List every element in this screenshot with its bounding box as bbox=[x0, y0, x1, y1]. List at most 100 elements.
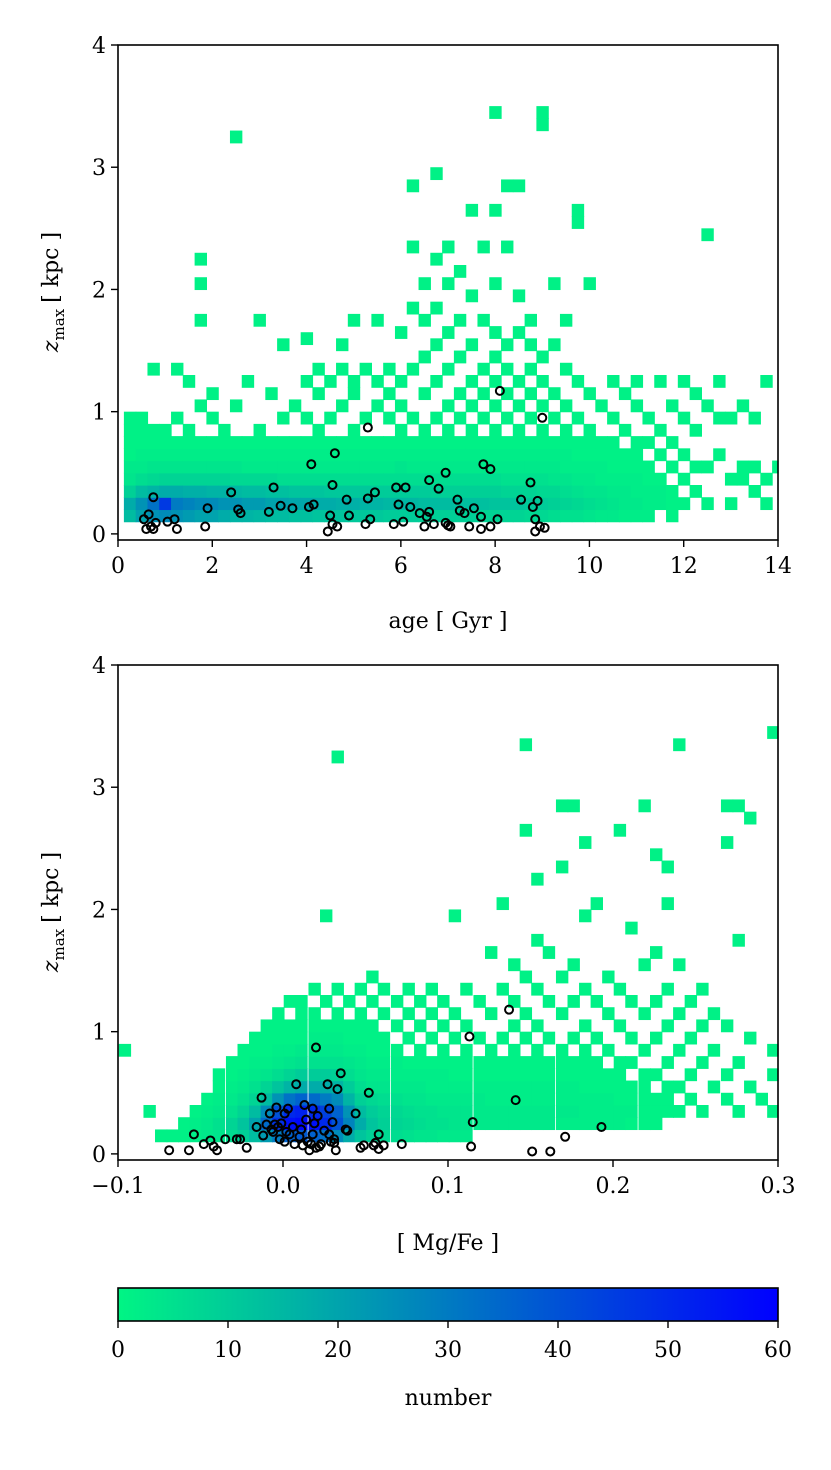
age-sample-points bbox=[138, 385, 550, 537]
age-heatmap-cell bbox=[406, 179, 420, 193]
mgfe-heatmap-cell bbox=[613, 1056, 627, 1069]
mgfe-data-point bbox=[301, 1114, 312, 1125]
age-heatmap-cell bbox=[536, 460, 549, 474]
age-heatmap-cell bbox=[312, 509, 325, 523]
age-heatmap-cell bbox=[489, 106, 502, 119]
age-data-point bbox=[424, 506, 435, 517]
age-data-point bbox=[494, 385, 505, 396]
mgfe-heatmap-cell bbox=[366, 995, 379, 1008]
age-heatmap-cell bbox=[371, 448, 384, 462]
age-data-point bbox=[362, 422, 373, 433]
age-heatmap-cell bbox=[489, 326, 502, 339]
mgfe-heatmap-cell bbox=[555, 970, 569, 984]
age-heatmap-cell bbox=[359, 472, 372, 486]
age-data-point bbox=[329, 448, 340, 459]
age-heatmap-cell bbox=[324, 460, 337, 474]
mgfe-data-point bbox=[315, 1139, 326, 1150]
age-heatmap-cell bbox=[571, 203, 585, 217]
age-data-point bbox=[369, 487, 380, 498]
mgfe-data-point bbox=[307, 1129, 318, 1140]
age-heatmap-cell bbox=[336, 472, 349, 486]
age-heatmap-cell bbox=[406, 301, 420, 315]
age-heatmap-cell bbox=[312, 485, 325, 498]
mgfe-data-point bbox=[327, 1117, 338, 1128]
mgfe-heatmap-cell bbox=[366, 1019, 379, 1033]
age-data-point bbox=[478, 459, 489, 470]
mgfe-heatmap-cell bbox=[390, 1080, 404, 1094]
colorbar-tick-label: 10 bbox=[214, 1338, 242, 1363]
mgfe-heatmap-cell bbox=[661, 1080, 674, 1094]
mgfe-heatmap-cell bbox=[331, 1092, 344, 1106]
mgfe-heatmap-cell bbox=[485, 1105, 498, 1118]
age-data-point bbox=[433, 483, 444, 494]
age-heatmap-cell bbox=[724, 472, 738, 486]
age-heatmap-cell bbox=[559, 313, 573, 327]
mgfe-heatmap-cell bbox=[531, 1068, 544, 1082]
mgfe-data-point bbox=[350, 1108, 361, 1119]
age-heatmap-cell bbox=[501, 460, 514, 474]
age-heatmap-cell bbox=[229, 472, 243, 486]
age-heatmap-cell bbox=[571, 411, 585, 425]
mgfe-heatmap-cell bbox=[650, 1117, 663, 1131]
mgfe-heatmap-cell bbox=[437, 1019, 450, 1033]
age-heatmap-cell bbox=[206, 497, 219, 511]
mgfe-heatmap-cell bbox=[437, 1068, 450, 1082]
age-heatmap-cell bbox=[571, 509, 585, 523]
mgfe-heatmap-cell bbox=[542, 1080, 556, 1094]
mgfe-heatmap-cell bbox=[414, 995, 427, 1008]
mgfe-heatmap-cell bbox=[508, 1043, 521, 1057]
age-heatmap-cell bbox=[571, 485, 585, 498]
age-heatmap-cell bbox=[477, 497, 490, 511]
mgfe-data-point bbox=[299, 1100, 310, 1110]
age-heatmap-cell bbox=[229, 460, 243, 474]
mgfe-heatmap-cell bbox=[189, 1117, 203, 1131]
age-heatmap-cell bbox=[394, 423, 408, 437]
mgfe-heatmap-cell bbox=[579, 1056, 592, 1069]
mgfe-heatmap-cell bbox=[508, 1019, 521, 1033]
age-data-point bbox=[362, 493, 373, 504]
age-heatmap-cell bbox=[489, 448, 502, 462]
colorbar-gradient bbox=[117, 1287, 779, 1322]
mgfe-heatmap-cell bbox=[555, 799, 569, 813]
age-heatmap-cell bbox=[442, 326, 455, 339]
mgfe-data-point bbox=[276, 1118, 287, 1129]
mgfe-heatmap-cell bbox=[331, 1019, 344, 1033]
age-heatmap-cell bbox=[159, 472, 172, 486]
age-heatmap-cell bbox=[512, 485, 526, 498]
age-heatmap-cell bbox=[618, 460, 632, 474]
age-heatmap-cell bbox=[512, 436, 526, 449]
age-heatmap-cell bbox=[512, 509, 526, 523]
age-heatmap-cell bbox=[548, 338, 561, 352]
mgfe-heatmap-cell bbox=[625, 1056, 638, 1069]
age-heatmap-cell bbox=[171, 411, 184, 425]
mgfe-data-point bbox=[235, 1134, 246, 1145]
mgfe-heatmap-cell bbox=[437, 1092, 450, 1106]
age-heatmap-cell bbox=[288, 472, 302, 486]
mgfe-heatmap-cell bbox=[189, 1105, 203, 1118]
age-heatmap-cell bbox=[548, 277, 561, 291]
age-heatmap-cell bbox=[359, 460, 372, 474]
mgfe-heatmap-cell bbox=[402, 1031, 415, 1045]
mgfe-heatmap-cell bbox=[732, 799, 745, 813]
age-data-point bbox=[400, 482, 411, 493]
age-heatmap-cell bbox=[277, 472, 290, 486]
mgfe-heatmap-cell bbox=[744, 811, 757, 825]
mgfe-heatmap-cell bbox=[720, 1092, 734, 1106]
age-heatmap-cell bbox=[701, 460, 714, 474]
age-heatmap-cell bbox=[477, 485, 490, 498]
mgfe-data-point bbox=[311, 1042, 321, 1053]
age-heatmap-cell bbox=[666, 509, 679, 523]
age-data-point bbox=[452, 494, 463, 505]
age-heatmap-cell bbox=[724, 411, 738, 425]
age-heatmap-cell bbox=[312, 472, 325, 486]
age-heatmap-cell bbox=[171, 448, 184, 462]
age-heatmap-cell bbox=[182, 448, 196, 462]
mgfe-heatmap-cell bbox=[496, 1031, 509, 1045]
mgfe-heatmap-cell bbox=[485, 1068, 498, 1082]
mgfe-data-point bbox=[527, 1146, 538, 1157]
age-heatmap-cell bbox=[194, 448, 207, 462]
age-data-point bbox=[419, 521, 430, 532]
mgfe-heatmap-cell bbox=[390, 1129, 404, 1143]
mgfe-heatmap-cell bbox=[308, 1092, 321, 1106]
mgfe-heatmap-cell bbox=[579, 1117, 592, 1131]
